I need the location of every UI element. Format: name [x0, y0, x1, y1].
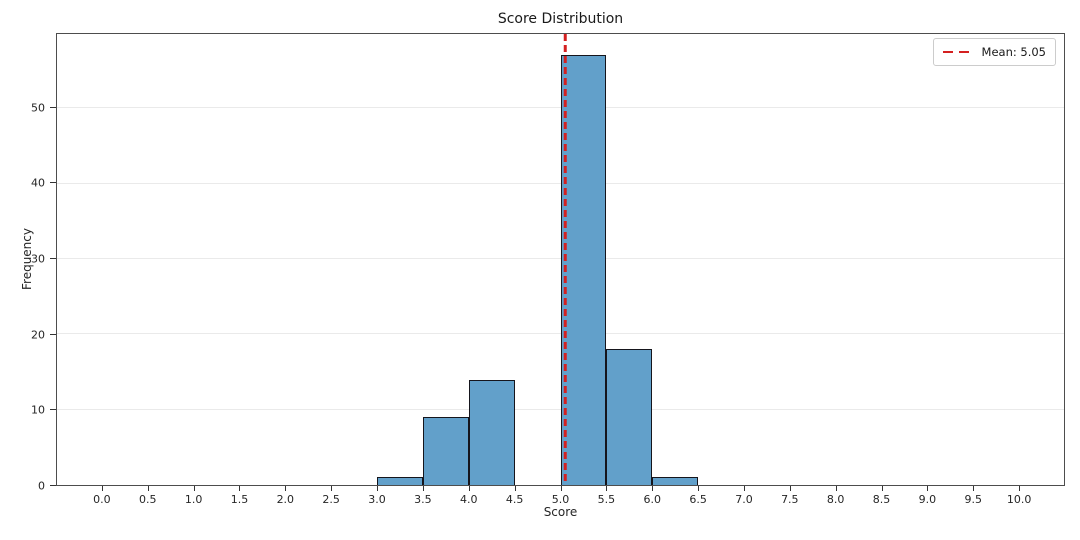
- histogram-bar: [606, 349, 653, 485]
- y-tick-mark: [50, 333, 56, 335]
- x-tick-mark: [285, 486, 287, 491]
- x-tick-label: 5.5: [597, 493, 616, 506]
- histogram-bar: [423, 417, 469, 485]
- x-tick-mark: [560, 486, 562, 491]
- x-tick-mark: [422, 486, 424, 491]
- x-tick-label: 6.5: [689, 493, 707, 506]
- x-tick-label: 7.5: [781, 493, 799, 506]
- x-tick-mark: [514, 486, 516, 491]
- y-tick-mark: [50, 182, 56, 184]
- x-tick-mark: [101, 486, 103, 491]
- x-tick-label: 0.5: [138, 493, 157, 506]
- x-tick-label: 7.0: [735, 493, 753, 506]
- y-tick-label: 10: [31, 403, 45, 417]
- y-axis-label: Frequency: [20, 228, 34, 290]
- legend-dashed-line-icon: [942, 50, 973, 54]
- x-tick-label: 4.5: [505, 493, 524, 506]
- y-tick-mark: [50, 106, 56, 108]
- x-tick-label: 8.0: [826, 493, 845, 506]
- x-tick-mark: [881, 486, 883, 491]
- x-tick-label: 9.0: [918, 493, 937, 506]
- x-tick-mark: [789, 486, 791, 491]
- x-tick-label: 5.0: [551, 493, 570, 506]
- y-tick-label: 20: [31, 328, 45, 342]
- x-tick-mark: [835, 486, 837, 491]
- y-tick-mark: [50, 409, 56, 411]
- x-axis-ticks: 0.0 0.5 1.0 1.5 2.0 2.5 3.0 3.5 4.0 4.5 5.0 5.5 6.0 6…: [56, 486, 1065, 520]
- x-tick-mark: [147, 486, 149, 491]
- x-tick-label: 3.0: [368, 493, 386, 506]
- y-tick-mark: [50, 485, 56, 486]
- x-tick-mark: [468, 486, 470, 491]
- chart-title: Score Distribution: [497, 11, 624, 27]
- x-tick-mark: [193, 486, 195, 491]
- x-tick-label: 1.5: [230, 493, 249, 506]
- x-tick-mark: [606, 486, 608, 491]
- histogram-bar: [377, 477, 424, 485]
- x-tick-label: 2.5: [322, 493, 340, 506]
- histogram-bar: [652, 477, 698, 485]
- histogram-bar: [468, 379, 515, 485]
- y-tick-label: 0: [38, 479, 45, 493]
- y-tick-label: 50: [31, 101, 45, 115]
- x-tick-label: 4.0: [460, 493, 478, 506]
- y-tick-label: 40: [31, 176, 45, 190]
- x-tick-mark: [377, 486, 379, 491]
- y-tick-label: 30: [31, 252, 45, 266]
- x-tick-label: 3.5: [414, 493, 432, 506]
- x-tick-mark: [331, 486, 333, 491]
- x-tick-label: 9.5: [964, 493, 983, 506]
- mean-line: [563, 34, 567, 485]
- x-tick-mark: [652, 486, 654, 491]
- x-tick-mark: [698, 486, 700, 491]
- x-tick-mark: [743, 486, 745, 491]
- y-axis-ticks: 0 10 20 30 40 50: [0, 33, 56, 493]
- legend-label: Mean: 5.05: [981, 45, 1046, 59]
- histogram-bar: [560, 55, 607, 485]
- x-tick-mark: [927, 486, 929, 491]
- x-tick-label: 6.0: [643, 493, 661, 506]
- x-tick-mark: [973, 486, 975, 491]
- y-tick-mark: [50, 257, 56, 259]
- plot-area: Mean: 5.05: [56, 33, 1065, 486]
- x-tick-label: 1.0: [184, 493, 203, 506]
- x-tick-label: 2.0: [276, 493, 295, 506]
- x-tick-mark: [1019, 486, 1021, 491]
- x-tick-mark: [239, 486, 241, 491]
- x-tick-label: 8.5: [872, 493, 891, 506]
- x-tick-label: 0.0: [93, 493, 111, 506]
- x-axis-label: Score: [543, 505, 578, 519]
- x-tick-label: 10.0: [1006, 493, 1032, 506]
- legend: Mean: 5.05: [932, 38, 1056, 66]
